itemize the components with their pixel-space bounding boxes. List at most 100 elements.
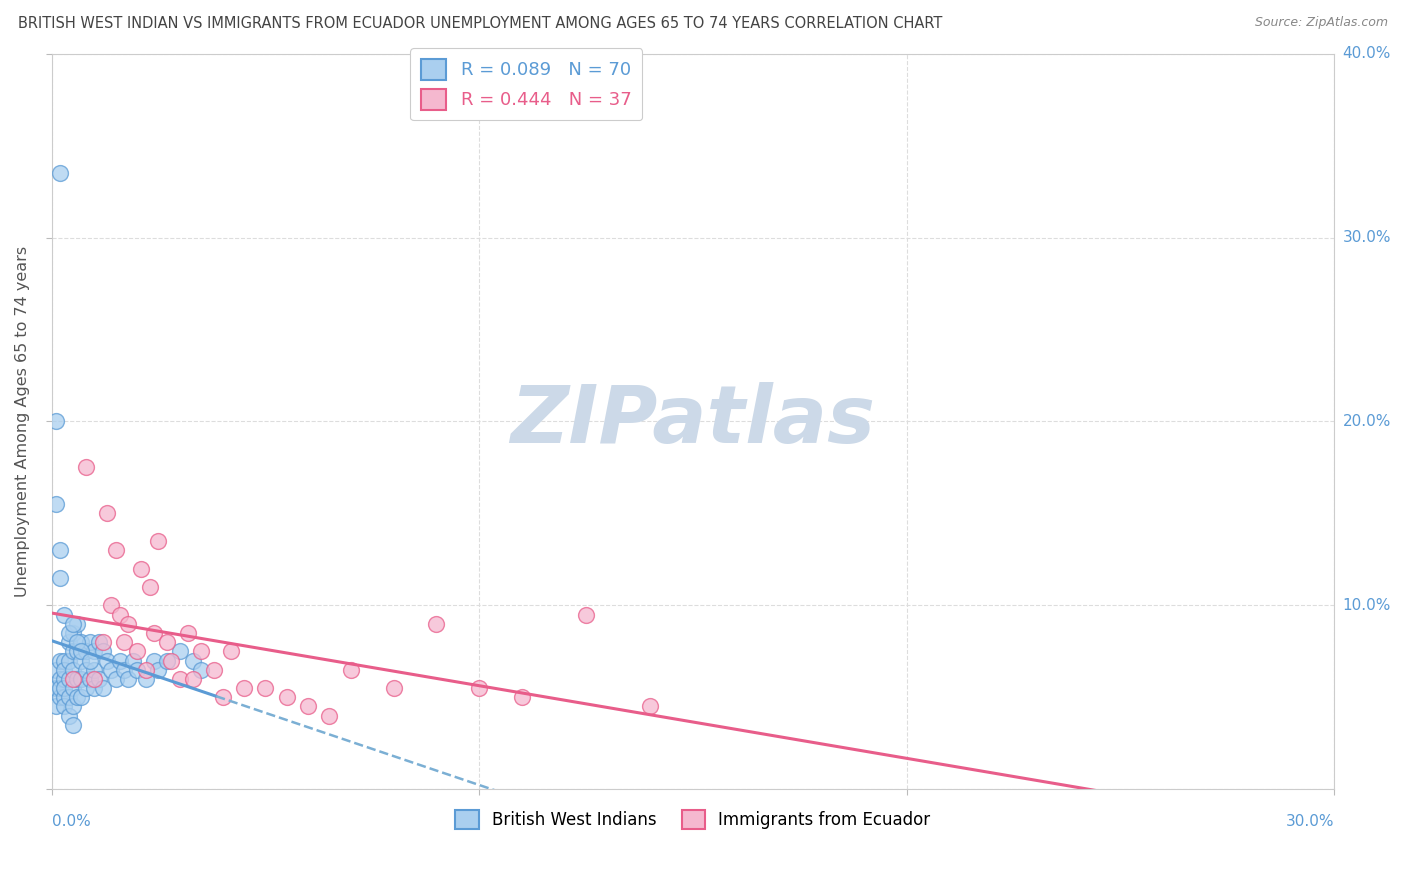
Point: [96, 507, 118, 521]
Point: [104, 543, 127, 558]
Point: [156, 653, 179, 667]
Point: [66, 644, 89, 658]
Point: [79, 653, 101, 667]
Point: [190, 644, 212, 658]
Point: [135, 672, 157, 686]
Point: [276, 690, 298, 705]
Point: [49, 166, 72, 180]
Point: [143, 653, 166, 667]
Y-axis label: Unemployment Among Ages 65 to 74 years: Unemployment Among Ages 65 to 74 years: [15, 246, 30, 597]
Point: [181, 672, 204, 686]
Point: [83, 672, 105, 686]
Point: [75, 681, 97, 695]
Point: [70, 635, 93, 649]
Point: [58, 672, 80, 686]
Point: [100, 599, 122, 613]
Point: [232, 681, 254, 695]
Point: [108, 653, 131, 667]
Point: [45, 681, 67, 695]
Point: [382, 681, 405, 695]
Point: [91, 644, 114, 658]
Point: [58, 708, 80, 723]
Point: [148, 663, 170, 677]
Text: ZIPatlas: ZIPatlas: [510, 383, 876, 460]
Point: [53, 653, 76, 667]
Point: [49, 681, 72, 695]
Point: [49, 653, 72, 667]
Point: [131, 561, 153, 575]
Point: [66, 690, 89, 705]
Point: [575, 607, 598, 622]
Point: [211, 690, 233, 705]
Point: [53, 681, 76, 695]
Point: [83, 644, 105, 658]
Point: [66, 635, 89, 649]
Point: [117, 616, 139, 631]
Point: [58, 635, 80, 649]
Point: [425, 616, 447, 631]
Point: [125, 663, 148, 677]
Text: 0.0%: 0.0%: [52, 814, 90, 830]
Point: [91, 681, 114, 695]
Point: [125, 644, 148, 658]
Point: [112, 663, 135, 677]
Point: [202, 663, 225, 677]
Point: [254, 681, 277, 695]
Point: [62, 616, 84, 631]
Point: [169, 644, 191, 658]
Text: BRITISH WEST INDIAN VS IMMIGRANTS FROM ECUADOR UNEMPLOYMENT AMONG AGES 65 TO 74 : BRITISH WEST INDIAN VS IMMIGRANTS FROM E…: [18, 16, 942, 31]
Point: [58, 653, 80, 667]
Point: [53, 607, 76, 622]
Point: [219, 644, 242, 658]
Point: [70, 644, 93, 658]
Point: [49, 571, 72, 585]
Point: [181, 653, 204, 667]
Text: 30.0%: 30.0%: [1343, 230, 1391, 245]
Point: [340, 663, 363, 677]
Point: [468, 681, 491, 695]
Text: 30.0%: 30.0%: [1285, 814, 1334, 830]
Point: [510, 690, 533, 705]
Point: [108, 607, 131, 622]
Point: [75, 663, 97, 677]
Point: [100, 663, 122, 677]
Legend: British West Indians, Immigrants from Ecuador: British West Indians, Immigrants from Ec…: [449, 804, 936, 836]
Point: [70, 672, 93, 686]
Point: [70, 690, 93, 705]
Point: [148, 533, 170, 548]
Point: [79, 635, 101, 649]
Point: [143, 626, 166, 640]
Point: [49, 672, 72, 686]
Point: [121, 653, 143, 667]
Point: [49, 543, 72, 558]
Point: [45, 663, 67, 677]
Point: [53, 663, 76, 677]
Point: [297, 699, 319, 714]
Point: [83, 663, 105, 677]
Point: [87, 635, 110, 649]
Point: [66, 616, 89, 631]
Text: Source: ZipAtlas.com: Source: ZipAtlas.com: [1254, 16, 1388, 29]
Point: [53, 690, 76, 705]
Point: [135, 663, 157, 677]
Text: 10.0%: 10.0%: [1343, 598, 1391, 613]
Point: [79, 672, 101, 686]
Text: 40.0%: 40.0%: [1343, 46, 1391, 62]
Point: [83, 681, 105, 695]
Point: [104, 672, 127, 686]
Point: [112, 635, 135, 649]
Point: [70, 653, 93, 667]
Point: [75, 460, 97, 475]
Point: [91, 635, 114, 649]
Point: [318, 708, 340, 723]
Point: [45, 699, 67, 714]
Point: [190, 663, 212, 677]
Point: [156, 635, 179, 649]
Point: [117, 672, 139, 686]
Point: [96, 653, 118, 667]
Point: [58, 626, 80, 640]
Point: [45, 497, 67, 511]
Point: [75, 644, 97, 658]
Point: [169, 672, 191, 686]
Point: [62, 681, 84, 695]
